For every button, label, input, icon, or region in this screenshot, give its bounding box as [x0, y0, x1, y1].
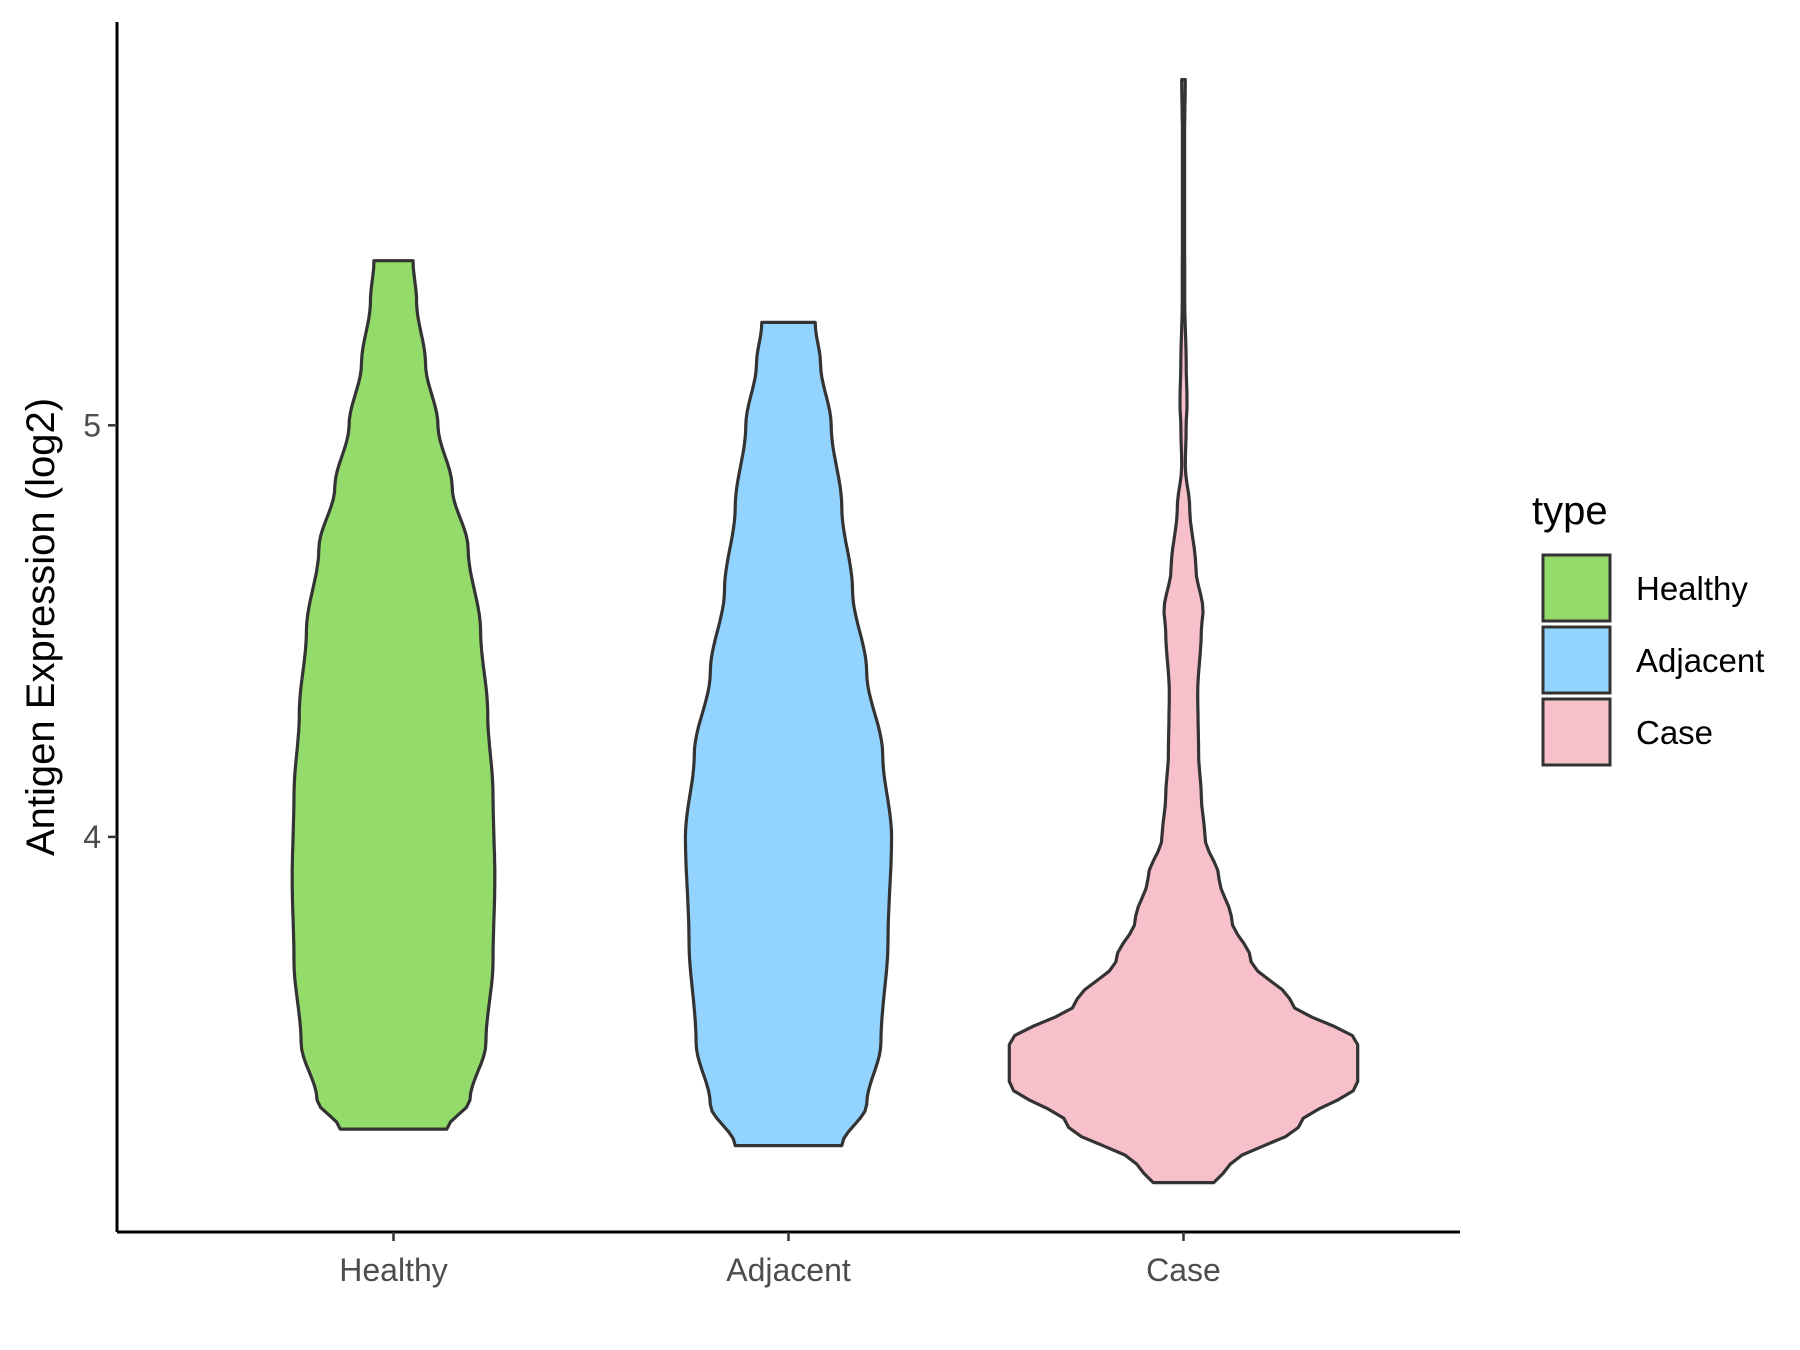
y-tick-label: 5: [83, 407, 101, 443]
x-tick-label: Case: [1146, 1252, 1221, 1288]
legend-label: Healthy: [1636, 570, 1748, 607]
violin-case: [1007, 78, 1360, 1185]
legend-label: Case: [1636, 714, 1713, 751]
legend-key-case: [1541, 697, 1612, 767]
x-tick-label: Healthy: [339, 1252, 448, 1288]
violins: [290, 78, 1360, 1185]
legend-label: Adjacent: [1636, 642, 1764, 679]
legend-key-healthy: [1541, 553, 1612, 623]
violin-healthy: [290, 259, 497, 1131]
y-ticks: 45: [83, 407, 117, 855]
x-ticks: Healthy Adjacent Case: [339, 1232, 1221, 1288]
x-tick-label: Adjacent: [726, 1252, 851, 1288]
y-tick-label: 4: [83, 819, 101, 855]
legend-title: type: [1532, 489, 1608, 533]
legend: type Healthy Adjacent Case: [1532, 489, 1764, 767]
legend-entries: Healthy Adjacent Case: [1541, 553, 1764, 767]
legend-key-adjacent: [1541, 625, 1612, 695]
violin-adjacent: [683, 320, 894, 1148]
y-axis-title: Antigen Expression (log2): [19, 398, 63, 856]
